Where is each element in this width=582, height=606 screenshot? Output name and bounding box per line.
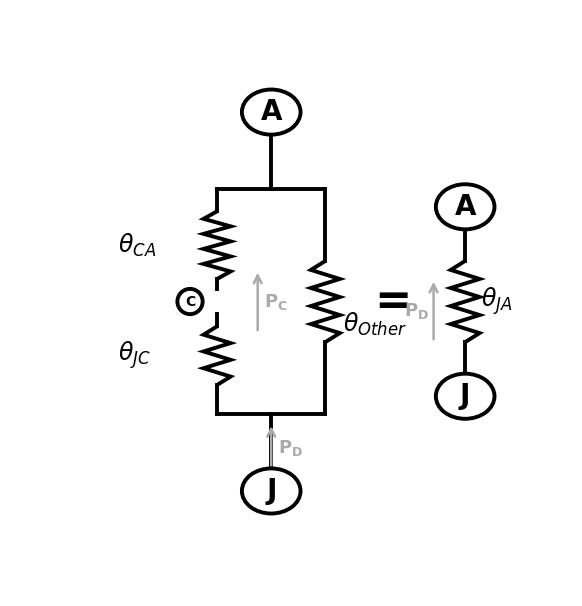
Text: $\mathbf{P_D}$: $\mathbf{P_D}$	[404, 301, 429, 321]
Text: $\theta_{JA}$: $\theta_{JA}$	[481, 285, 512, 318]
Text: C: C	[185, 295, 195, 308]
Text: $\theta_{JC}$: $\theta_{JC}$	[118, 340, 151, 371]
Text: A: A	[455, 193, 476, 221]
Text: $\mathbf{P_C}$: $\mathbf{P_C}$	[264, 291, 288, 311]
Text: $\mathbf{P_D}$: $\mathbf{P_D}$	[278, 438, 303, 458]
Ellipse shape	[436, 374, 495, 419]
Text: J: J	[460, 382, 470, 410]
Text: A: A	[261, 98, 282, 126]
Text: =: =	[374, 280, 411, 323]
Ellipse shape	[436, 184, 495, 229]
Ellipse shape	[242, 90, 300, 135]
Ellipse shape	[242, 468, 300, 513]
Text: $\theta_{Other}$: $\theta_{Other}$	[343, 310, 407, 338]
Text: J: J	[266, 477, 276, 505]
Circle shape	[178, 289, 203, 314]
Text: $\theta_{CA}$: $\theta_{CA}$	[118, 231, 156, 259]
